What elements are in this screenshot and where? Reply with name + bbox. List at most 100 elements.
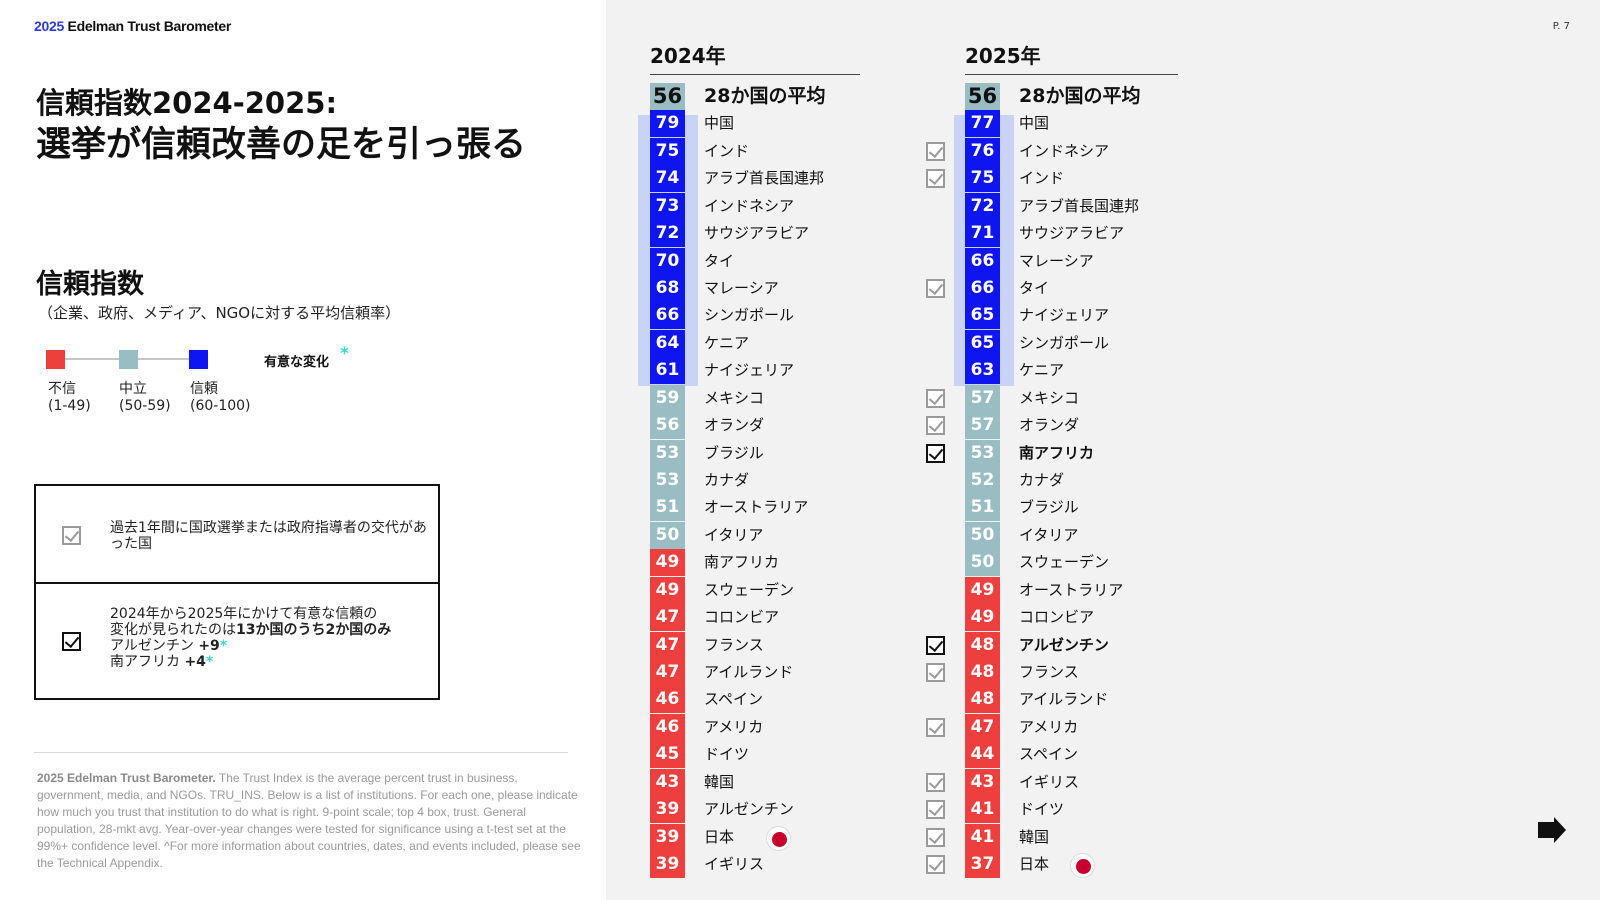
- trust-score: 56: [650, 83, 685, 110]
- significant-change-label: 有意な変化: [264, 355, 330, 370]
- country-name: アイルランド: [704, 663, 794, 682]
- trust-score: 74: [650, 165, 685, 193]
- trust-score: 47: [650, 604, 685, 632]
- trust-index-subheading: （企業、政府、メディア、NGOに対する平均信頼率）: [38, 304, 401, 322]
- election-check-icon: [926, 141, 945, 161]
- trust-score: 72: [650, 220, 685, 248]
- country-row-2024: 68 マレーシア: [650, 275, 890, 302]
- trust-score: 49: [650, 549, 685, 577]
- page-title: 信頼指数2024-2025: 選挙が信頼改善の足を引っ張る: [36, 82, 526, 166]
- country-name: スペイン: [704, 690, 763, 709]
- election-check-icon: [926, 800, 945, 820]
- trust-score: 66: [965, 275, 1000, 302]
- sig-item-south-africa: 南アフリカ +4*: [110, 654, 436, 670]
- election-check-icon: [926, 388, 945, 408]
- country-name: ドイツ: [1019, 800, 1065, 819]
- legend-neutral-swatch: [119, 350, 138, 369]
- country-row-2025: 44 スペイン: [965, 741, 1205, 769]
- trust-score: 75: [650, 137, 685, 165]
- country-name: 南アフリカ: [704, 553, 780, 572]
- country-row-2024: 49 南アフリカ: [650, 549, 890, 577]
- trust-score: 64: [650, 329, 685, 357]
- trust-score: 66: [965, 247, 1000, 275]
- country-name: インド: [704, 141, 750, 160]
- country-name: インドネシア: [1019, 141, 1110, 160]
- country-name: カナダ: [704, 471, 750, 490]
- country-row-2024: 51 オーストラリア: [650, 494, 890, 522]
- country-name: イギリス: [1019, 772, 1080, 791]
- country-row-2024: 64 ケニア: [650, 329, 890, 357]
- brand-logo-text: 2025 Edelman Trust Barometer: [34, 18, 231, 34]
- country-name: 日本: [1019, 855, 1050, 874]
- country-row-2025: 50 イタリア: [965, 521, 1205, 549]
- trust-score: 66: [650, 302, 685, 330]
- country-row-2024: 53 カナダ: [650, 467, 890, 495]
- country-name: アルゼンチン: [1019, 635, 1109, 654]
- trust-score: 50: [965, 549, 1000, 577]
- country-name: メキシコ: [704, 388, 765, 407]
- country-row-2025: 63 ケニア: [965, 357, 1205, 385]
- election-checkbox-icon: [62, 526, 81, 545]
- trust-score: 51: [965, 494, 1000, 522]
- country-name: シンガポール: [1019, 333, 1110, 352]
- country-name: アメリカ: [1019, 717, 1079, 736]
- trust-score: 59: [650, 384, 685, 412]
- country-name: アラブ首長国連邦: [1019, 196, 1140, 215]
- significant-check-icon: [926, 635, 945, 655]
- significant-star: *: [340, 344, 349, 364]
- country-row-2024: 49 スウェーデン: [650, 576, 890, 604]
- country-row-2025: 53 南アフリカ: [926, 439, 1205, 467]
- country-name: オランダ: [1019, 416, 1080, 435]
- country-row-2025: 37 日本: [926, 851, 1205, 879]
- trust-score: 53: [965, 439, 1000, 467]
- country-row-2025: 65 ナイジェリア: [965, 302, 1205, 330]
- brand-name: Edelman Trust Barometer: [67, 18, 232, 34]
- footnote-text: The Trust Index is the average percent t…: [37, 771, 581, 870]
- trust-score: 57: [965, 384, 1000, 412]
- trust-score: 48: [965, 686, 1000, 714]
- country-row-2025: 41 韓国: [926, 823, 1205, 851]
- country-row-2024: 73 インドネシア: [650, 192, 890, 220]
- trust-score: 49: [965, 576, 1000, 604]
- japan-flag-icon: [766, 825, 791, 851]
- country-name: 28か国の平均: [1019, 85, 1141, 107]
- country-name: アメリカ: [704, 717, 764, 736]
- country-row-2025: 52 カナダ: [965, 467, 1205, 495]
- country-row-2024: 72 サウジアラビア: [650, 220, 890, 248]
- country-row-2024: 47 コロンビア: [650, 604, 890, 632]
- country-row-2024: 47 フランス: [650, 631, 890, 659]
- trust-score: 63: [965, 357, 1000, 385]
- country-row-2025: 66 マレーシア: [965, 247, 1205, 275]
- trust-score: 44: [965, 741, 1000, 769]
- country-name: オーストラリア: [704, 498, 809, 517]
- country-name: 中国: [1019, 114, 1050, 133]
- country-row-2025: 49 オーストラリア: [965, 576, 1205, 604]
- country-name: ブラジル: [1019, 498, 1079, 517]
- country-name: サウジアラビア: [1019, 224, 1125, 243]
- country-row-2024: 45 ドイツ: [650, 741, 890, 769]
- country-name: 日本: [704, 827, 735, 846]
- next-arrow-icon[interactable]: [1532, 812, 1568, 848]
- country-row-2025: 43 イギリス: [926, 768, 1205, 796]
- country-row-2024: 75 インド: [650, 137, 890, 165]
- country-row-2025: 49 コロンビア: [965, 604, 1205, 632]
- trust-score: 71: [965, 220, 1000, 248]
- trust-score: 61: [650, 357, 685, 385]
- country-name: カナダ: [1019, 471, 1065, 490]
- column-header-2025: 2025年: [965, 40, 1178, 75]
- trust-score: 51: [650, 494, 685, 522]
- country-name: コロンビア: [1019, 608, 1095, 627]
- legend-trust-label: 信頼 (60-100): [190, 381, 251, 415]
- trust-score: 41: [965, 796, 1000, 824]
- country-row-2025: 48 アルゼンチン: [926, 631, 1205, 659]
- sig-item-south-africa-name: 南アフリカ: [110, 654, 180, 670]
- country-row-2024: 46 アメリカ: [650, 713, 890, 741]
- country-name: コロンビア: [704, 608, 780, 627]
- legend-trust-swatch: [189, 350, 208, 369]
- trust-score: 43: [965, 768, 1000, 796]
- footnote-divider: [34, 752, 568, 753]
- country-name: アラブ首長国連邦: [704, 169, 825, 188]
- trust-score: 37: [965, 851, 1000, 879]
- country-name: フランス: [704, 635, 764, 654]
